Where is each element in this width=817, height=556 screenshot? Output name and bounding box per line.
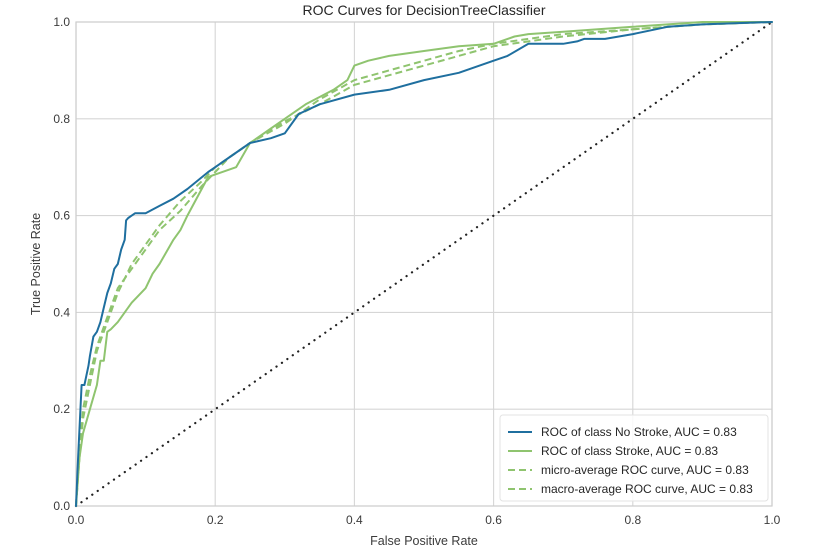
roc-curve-1 [75, 21, 773, 507]
y-tick-label: 1.0 [53, 15, 70, 29]
legend-label: ROC of class Stroke, AUC = 0.83 [541, 444, 718, 458]
roc-curve-0 [75, 21, 773, 507]
y-tick-label: 0.2 [53, 402, 70, 416]
plot-frame [75, 21, 773, 507]
legend-box [499, 414, 769, 502]
y-axis-label: True Positive Rate [29, 213, 43, 315]
legend-label: ROC of class No Stroke, AUC = 0.83 [541, 425, 737, 439]
chart-title: ROC Curves for DecisionTreeClassifier [303, 2, 546, 18]
legend-label: macro-average ROC curve, AUC = 0.83 [541, 482, 753, 496]
legend: ROC of class No Stroke, AUC = 0.83 ROC of… [499, 414, 769, 502]
y-tick-label: 0.8 [53, 112, 70, 126]
y-axis-ticks: 0.0 0.2 0.4 0.6 0.8 1.0 [53, 15, 70, 513]
y-tick-label: 0.6 [53, 209, 70, 223]
y-tick-label: 0.4 [53, 305, 70, 319]
roc-curve-3 [75, 21, 773, 507]
x-tick-label: 0.4 [346, 513, 363, 527]
chance-diagonal-line [74, 20, 774, 508]
x-tick-label: 0.2 [207, 513, 224, 527]
roc-curves [74, 20, 774, 508]
x-tick-label: 0.0 [68, 513, 85, 527]
x-axis-label: False Positive Rate [370, 534, 478, 548]
x-tick-label: 0.6 [485, 513, 502, 527]
x-axis-ticks: 0.0 0.2 0.4 0.6 0.8 1.0 [68, 513, 781, 527]
legend-label: micro-average ROC curve, AUC = 0.83 [541, 463, 749, 477]
x-tick-label: 1.0 [764, 513, 781, 527]
x-tick-label: 0.8 [624, 513, 641, 527]
y-tick-label: 0.0 [53, 499, 70, 513]
